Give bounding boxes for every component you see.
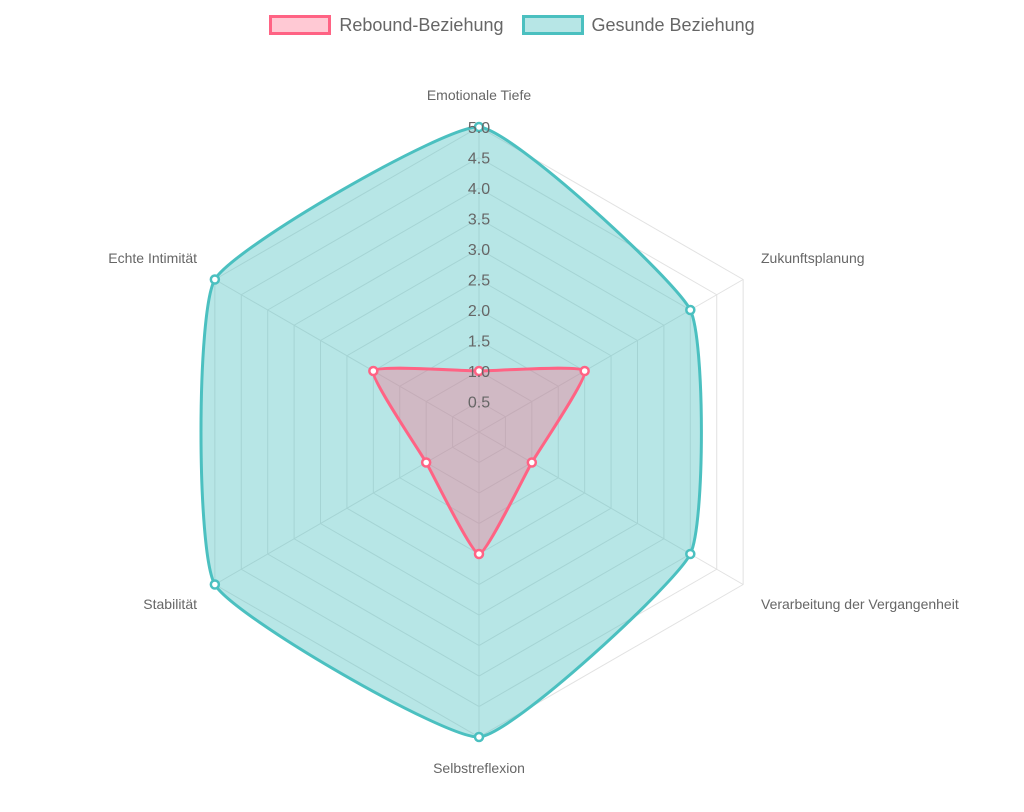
tick-label-9: 5.0 bbox=[468, 120, 490, 137]
radar-axis-labels: Emotionale Tiefe Zukunftsplanung Verarbeit… bbox=[108, 87, 959, 776]
data-point-1-2 bbox=[685, 548, 696, 560]
axis-label-3: Selbstreflexion bbox=[433, 760, 525, 776]
data-point-1-4 bbox=[209, 579, 221, 590]
legend-label-gesund: Gesunde Beziehung bbox=[591, 14, 755, 35]
tick-label-6: 3.5 bbox=[468, 212, 490, 229]
tick-label-4: 2.5 bbox=[468, 273, 490, 290]
data-point-0-4 bbox=[420, 457, 432, 468]
axis-label-4: Stabilität bbox=[143, 596, 197, 612]
tick-label-3: 2.0 bbox=[468, 303, 490, 320]
data-point-0-5 bbox=[368, 365, 379, 377]
tick-label-1: 1.0 bbox=[468, 364, 490, 381]
legend-swatch-rebound bbox=[269, 15, 332, 35]
data-point-0-2 bbox=[526, 457, 538, 468]
radar-points bbox=[209, 121, 696, 743]
data-point-0-1 bbox=[579, 365, 590, 377]
grid-spoke-2 bbox=[478, 431, 744, 585]
grid-spoke-5 bbox=[214, 279, 480, 433]
data-point-1-1 bbox=[685, 304, 696, 316]
data-point-0-0 bbox=[473, 365, 485, 377]
tick-label-8: 4.5 bbox=[468, 151, 490, 168]
radar-ticks: 0.5 1.0 1.5 2.0 2.5 3.0 3.5 4.0 4.5 5.0 bbox=[468, 120, 490, 412]
tick-label-0: 0.5 bbox=[468, 395, 490, 412]
grid-spoke-4 bbox=[214, 431, 480, 585]
axis-label-5: Echte Intimität bbox=[108, 250, 197, 266]
data-point-1-0 bbox=[473, 121, 485, 133]
tick-label-5: 3.0 bbox=[468, 242, 490, 259]
data-point-1-3 bbox=[473, 731, 485, 743]
grid-spoke-1 bbox=[478, 279, 744, 433]
legend-item-gesund[interactable]: Gesunde Beziehung bbox=[521, 14, 755, 36]
legend-swatch-gesund bbox=[521, 15, 584, 35]
legend-item-rebound[interactable]: Rebound-Beziehung bbox=[269, 14, 504, 36]
axis-label-0: Emotionale Tiefe bbox=[427, 87, 531, 103]
chart-legend: Rebound-Beziehung Gesunde Beziehung bbox=[0, 10, 1024, 40]
legend-label-rebound: Rebound-Beziehung bbox=[339, 14, 504, 35]
radar-series bbox=[199, 125, 703, 739]
data-point-1-5 bbox=[209, 274, 221, 285]
tick-label-2: 1.5 bbox=[468, 334, 490, 351]
axis-label-2: Verarbeitung der Vergangenheit bbox=[761, 596, 959, 612]
data-point-0-3 bbox=[473, 548, 485, 560]
tick-label-7: 4.0 bbox=[468, 181, 490, 198]
axis-label-1: Zukunftsplanung bbox=[761, 250, 865, 266]
